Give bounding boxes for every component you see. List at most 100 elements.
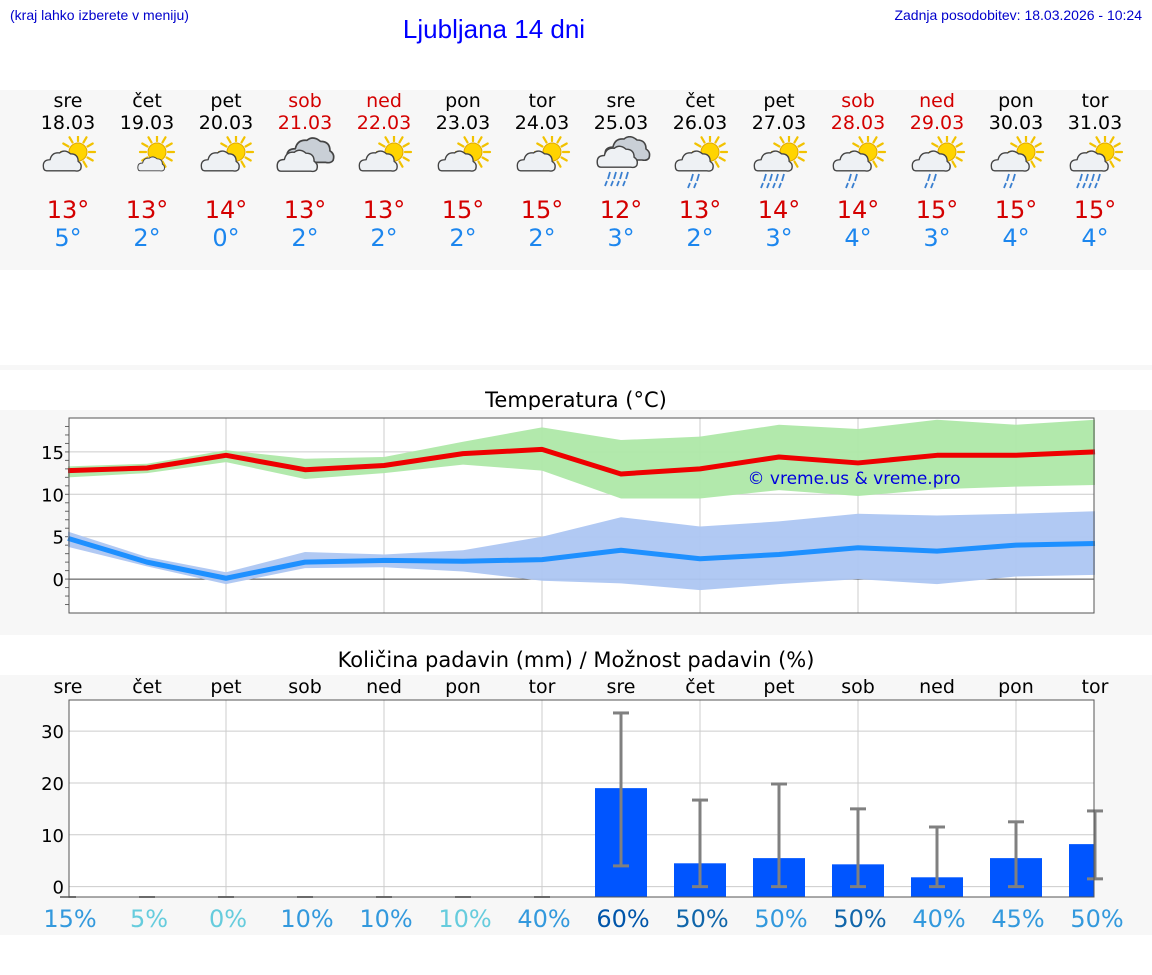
rain-drop: [1097, 173, 1101, 182]
day-date: 19.03: [119, 112, 175, 134]
sun-ray: [852, 142, 860, 148]
rain-drop: [927, 173, 931, 182]
day-name: sre: [53, 90, 83, 112]
sun-ray: [457, 142, 465, 148]
sun-cloud-icon: [358, 136, 413, 172]
max-temperature: 13°: [46, 196, 90, 224]
min-temperature: 2°: [133, 224, 161, 252]
weather-icon-wrap: [266, 136, 344, 196]
sun-ray: [165, 156, 173, 162]
day-axis-label: sob: [841, 676, 875, 698]
cloud-body: [832, 150, 872, 172]
sun-ray: [477, 136, 483, 144]
region-menu-link[interactable]: (kraj lahko izberete v meniju): [10, 7, 189, 23]
sun-ray: [240, 136, 246, 144]
min-temperature: 4°: [1002, 224, 1030, 252]
precipitation-probability: 0%: [209, 905, 247, 933]
rain-drop: [613, 171, 617, 180]
day-date: 23.03: [435, 112, 491, 134]
precipitation-probability: 5%: [130, 905, 168, 933]
cloud-body: [200, 150, 240, 172]
rain-drop: [763, 173, 767, 182]
sun-ray: [141, 142, 149, 148]
weather-icon: [276, 137, 335, 173]
y-tick-label: 30: [41, 722, 64, 743]
sun-cloud-icon: [437, 136, 492, 172]
sun-small-cloud-icon: [137, 136, 176, 172]
day-column: sre 18.03 13° 5°: [29, 90, 107, 252]
sun-ray: [1109, 136, 1115, 144]
rain-drop: [851, 182, 855, 189]
rain-drop: [930, 182, 934, 189]
sun-ray: [536, 142, 544, 148]
sun-ray: [876, 156, 884, 162]
cloud-heavy-rain-icon: [596, 136, 651, 187]
weather-icon-wrap: [1056, 136, 1134, 196]
sun-ray: [1034, 156, 1042, 162]
day-name: pet: [763, 90, 795, 112]
cloud-shape: [596, 145, 639, 169]
rain-drop: [1079, 173, 1083, 182]
day-name: pon: [998, 90, 1034, 112]
weather-icon-wrap: [819, 136, 897, 196]
weather-icon-wrap: [977, 136, 1055, 196]
day-date: 30.03: [988, 112, 1044, 134]
weather-icon-wrap: [424, 136, 502, 196]
rain-drop: [619, 171, 623, 180]
precipitation-probability: 40%: [517, 905, 570, 933]
rain-drop: [845, 182, 849, 189]
rain-drop: [1076, 182, 1080, 189]
sun-ray: [481, 142, 489, 148]
temperature-chart: 0 5 10 15 © vreme.us & vreme.pro: [41, 417, 1096, 614]
y-tick-label: 15: [41, 443, 64, 464]
sun-ray: [714, 136, 720, 144]
rain-drop: [772, 182, 776, 189]
day-column: tor 31.03 15° 4°: [1056, 90, 1134, 252]
sun-ray: [398, 136, 404, 144]
y-tick-label: 5: [53, 528, 64, 549]
max-temperature: 15°: [441, 196, 485, 224]
sun-ray: [82, 160, 88, 168]
max-temperature: 14°: [757, 196, 801, 224]
weather-icon: [42, 136, 97, 172]
day-axis-label: sre: [54, 676, 83, 698]
sun-ray: [244, 142, 252, 148]
plot-area: [69, 700, 1094, 897]
day-axis-label: čet: [685, 676, 715, 698]
rain-drop: [1082, 182, 1086, 189]
weather-icon: [753, 136, 808, 189]
weather-icon: [1069, 136, 1124, 189]
rain-drop: [848, 173, 852, 182]
rain-drop: [696, 173, 700, 182]
rain-drop: [1012, 173, 1016, 182]
min-temperature: 2°: [291, 224, 319, 252]
day-axis-label: sre: [607, 676, 636, 698]
cloud-body: [1069, 150, 1109, 172]
sun-ray: [694, 142, 702, 148]
sun-ray: [82, 136, 88, 144]
precipitation-probability: 10%: [280, 905, 333, 933]
sun-ray: [955, 142, 963, 148]
min-temperature: 4°: [844, 224, 872, 252]
sun-cloud-rain-icon: [832, 136, 887, 189]
sun-ray: [876, 142, 884, 148]
sun-ray: [556, 136, 562, 144]
precipitation-probability: 40%: [912, 905, 965, 933]
sun-ray: [773, 142, 781, 148]
sun-ray: [1034, 142, 1042, 148]
day-axis-label: tor: [529, 676, 556, 698]
day-column: sob 21.03 13° 2°: [266, 90, 344, 252]
plot-border: [68, 699, 1095, 898]
sun-cloud-icon: [200, 136, 255, 172]
sun-ray: [779, 136, 785, 144]
sun-ray: [931, 142, 939, 148]
temperature-chart-title: Temperatura (°C): [485, 388, 667, 412]
day-axis-label: pon: [445, 676, 481, 698]
rain-drop: [690, 173, 694, 182]
sun-ray: [797, 156, 805, 162]
y-tick-label: 10: [41, 485, 64, 506]
max-temperature: 13°: [283, 196, 327, 224]
day-name: tor: [528, 90, 556, 112]
weather-icon-wrap: [345, 136, 423, 196]
day-name: sob: [841, 90, 875, 112]
